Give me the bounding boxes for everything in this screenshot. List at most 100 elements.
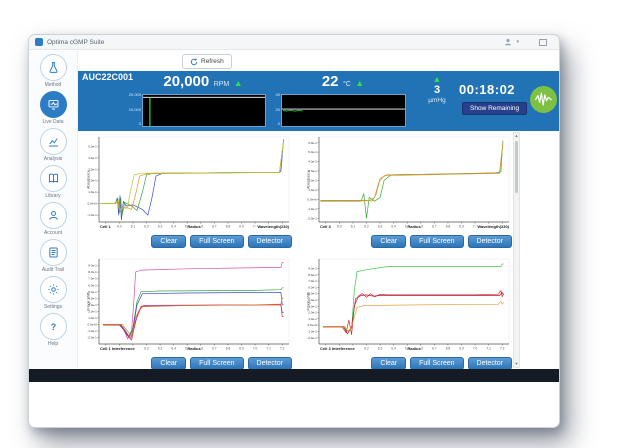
sidebar-item-audit-trail[interactable]: Audit Trail [29,239,77,273]
y-tick-label: 5.0e-1 [88,290,97,294]
y-tick-label: -2.0e-1 [307,216,317,220]
sidebar-item-label: Account [43,230,63,236]
user-menu-caret-icon[interactable]: ▾ [516,38,519,45]
cell3-interference-chart: 9.0e-1 8.0e-1 7.0e-1 6.0e-1 5.0e-1 4.0e-1 3.0e… [306,256,512,355]
vacuum-readout: ▲ 3 µmHg [418,74,456,104]
y-tick-label: 1.0e-1 [308,317,317,321]
account-icon [48,211,58,220]
sidebar-item-analysis[interactable]: Analysis [29,128,77,162]
cell-label: Cell 3 [320,224,331,229]
x-axis-label: Radius [407,224,421,229]
y-tick-label: 4.0e-1 [88,296,97,300]
y-tick-label: 3.0e-1 [88,167,97,171]
chart-panel-cell3-absorbance: 6.0e-1 5.0e-1 4.0e-1 3.0e-1 2.0e-1 1.0e-1 0.0e… [306,134,512,248]
y-tick-label: 3.0e-1 [88,303,97,307]
clear-button[interactable]: Clear [151,235,187,248]
x-tick-label: 6.1 [131,225,136,229]
sidebar-item-live-data[interactable]: Live Data [29,91,77,125]
scroll-down-icon[interactable]: ▼ [514,361,519,366]
x-tick-label: 6.7 [212,225,217,229]
x-tick-label: 7.2 [280,347,285,351]
full-screen-button[interactable]: Full Screen [190,235,244,248]
cell3-absorbance-chart: 6.0e-1 5.0e-1 4.0e-1 3.0e-1 2.0e-1 1.0e-1 0.0e… [306,134,512,233]
detector-button[interactable]: Detector [467,357,512,370]
series-scan-yellow [100,140,284,210]
temperature-readout: 22 °C ▲ [321,73,365,90]
scrollbar-thumb[interactable] [515,141,518,193]
x-tick-label: 6.8 [226,347,231,351]
detector-button[interactable]: Detector [467,235,512,248]
series-fringe-green [323,263,504,332]
sidebar: Method Live Data Analysis Library Accoun… [29,51,78,369]
refresh-button[interactable]: Refresh [182,54,232,69]
chart-panel-cell1-absorbance: 5.0e-1 4.0e-1 3.0e-1 2.0e-1 1.0e-1 0.0e+0 -1.0… [86,134,292,248]
y-tick-label: 7.0e-1 [308,279,317,283]
y-tick-label: 1.0e-1 [88,190,97,194]
refresh-label: Refresh [201,58,224,65]
y-tick-label: -2.0e-1 [87,336,97,340]
app-window: Optima cGMP Suite ▾ Method Live Data Ana… [28,34,560,428]
show-remaining-button[interactable]: Show Remaining [462,102,528,115]
library-icon [48,173,58,183]
scroll-up-icon[interactable]: ▲ [514,133,519,138]
y-tick-label: 9.0e-1 [88,264,97,268]
temperature-chart: 40 20 0 [276,93,406,127]
x-tick-label: 6.8 [226,225,231,229]
y-axis-label: Absorbance [87,170,91,189]
sidebar-item-label: Library [45,193,61,199]
y-tick-label: -2.0e-1 [307,336,317,340]
full-screen-button[interactable]: Full Screen [410,235,464,248]
x-tick-label: 7.0 [253,225,258,229]
x-tick-label: 6.3 [158,347,163,351]
run-id: AUC22C001 [82,72,134,82]
x-tick-label: 6.4 [171,225,176,229]
x-tick-label: 7.0 [473,225,478,229]
y-tick-label: 3.0e-1 [308,169,317,173]
x-tick-label: 6.4 [391,225,396,229]
sidebar-item-label: Method [44,82,62,88]
vacuum-trend-up-icon: ▲ [432,74,442,84]
y-tick-label: 2.0e-1 [88,179,97,183]
series-fringe-orange [103,297,284,338]
x-tick-label: 7.1 [266,347,271,351]
svg-text:?: ? [50,322,55,332]
sidebar-item-label: Help [47,341,59,347]
series-fringe-red [323,290,504,335]
x-tick-label: 6.7 [432,347,437,351]
maximize-button-icon[interactable] [539,38,547,46]
y-tick-label: 4.0e-1 [308,298,317,302]
instrument-status-icon [530,86,557,113]
series-scan-dark-yellow [320,144,504,202]
x-tick-label: 6.9 [459,225,464,229]
cell-label: Cell 3 Interference [320,346,355,351]
x-axis-label: Radius [407,346,421,351]
series-scan-orange [100,141,284,213]
charts-scrollbar[interactable]: ▲ ▼ [513,132,520,368]
x-tick-label: 6.0 [337,225,342,229]
cell1-interference-chart: 9.0e-1 8.0e-1 7.0e-1 6.0e-1 5.0e-1 4.0e-1 3.0e… [86,256,292,355]
y-tick-label: 0.0e+0 [308,323,318,327]
x-tick-label: 6.2 [364,347,369,351]
sidebar-item-account[interactable]: Account [29,202,77,236]
user-icon[interactable] [504,38,512,46]
app-icon [35,38,43,46]
analysis-icon [48,138,58,147]
plot-frame [318,136,510,223]
speed-readout: 20,000 RPM ▲ [163,73,243,90]
sidebar-item-method[interactable]: Method [29,54,77,88]
sidebar-item-label: Live Data [42,119,64,125]
app-title: Optima cGMP Suite [47,38,105,46]
y-axis-label: Fringe Shift [87,293,91,311]
y-axis-label: Absorbance [307,170,311,189]
sidebar-item-settings[interactable]: Settings [29,276,77,310]
detector-button[interactable]: Detector [247,235,292,248]
sidebar-item-library[interactable]: Library [29,165,77,199]
x-tick-label: 6.2 [364,225,369,229]
cell1-absorbance-chart: 5.0e-1 4.0e-1 3.0e-1 2.0e-1 1.0e-1 0.0e+0 -1.0… [86,134,292,233]
clear-button[interactable]: Clear [371,235,407,248]
y-tick-label: 5.0e-1 [308,150,317,154]
sidebar-item-help[interactable]: ? Help [29,313,77,347]
titlebar: Optima cGMP Suite ▾ [29,35,559,50]
method-icon [49,62,57,73]
audit-trail-icon [48,247,58,258]
